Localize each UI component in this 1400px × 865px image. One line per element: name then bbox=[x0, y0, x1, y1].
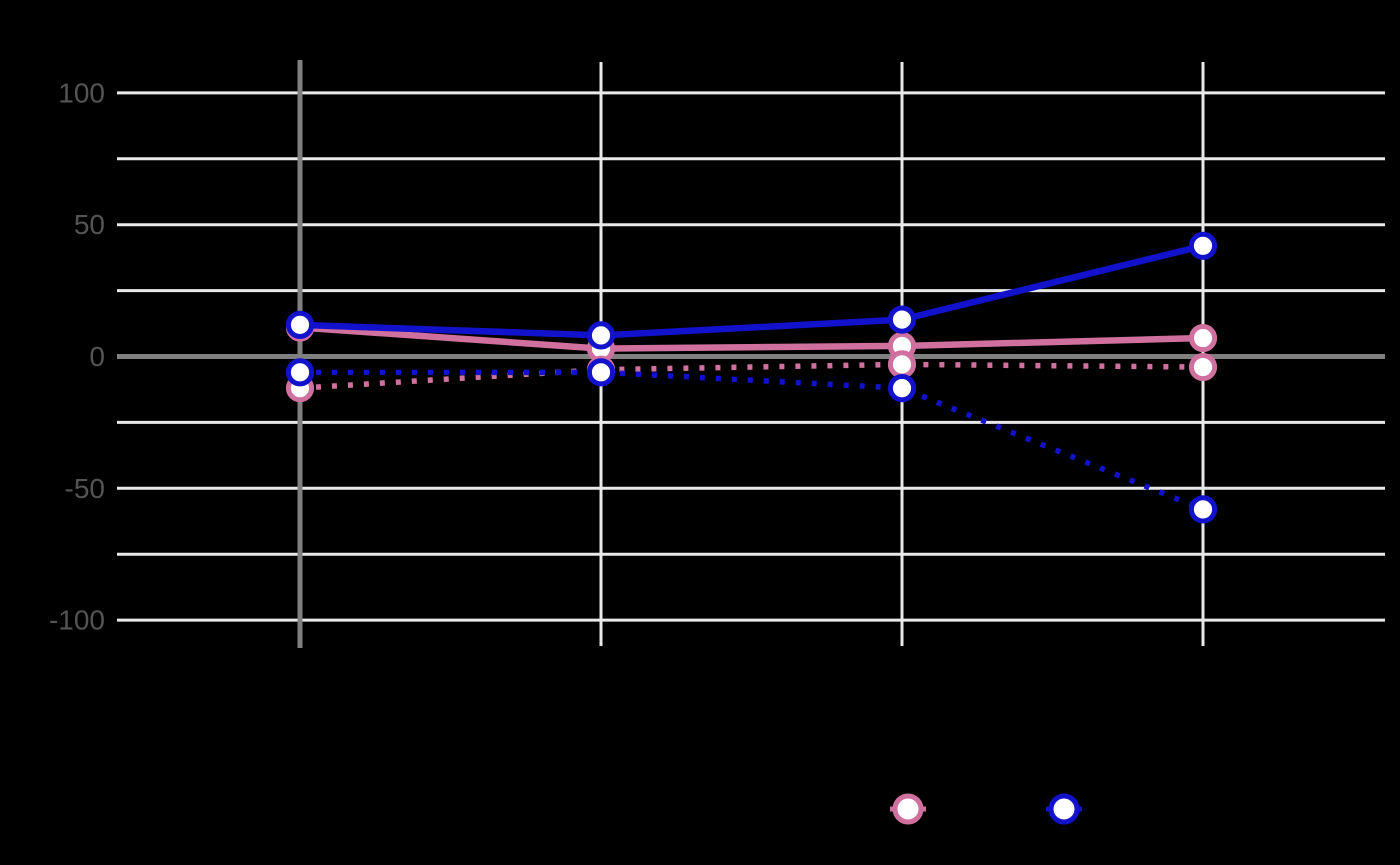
data-point-marker-blue-solid bbox=[887, 305, 917, 334]
horizontal-gridlines bbox=[117, 91, 1385, 622]
data-point-marker-blue-dotted bbox=[586, 358, 616, 387]
series-blue-dotted bbox=[285, 358, 1218, 524]
series-blue-solid bbox=[285, 231, 1218, 350]
y-tick-label: 0 bbox=[89, 341, 105, 372]
series-line-pink-dotted bbox=[299, 361, 1204, 391]
data-series bbox=[285, 231, 1218, 524]
data-point-marker-blue-solid bbox=[586, 321, 616, 350]
data-point-marker-pink-dotted bbox=[887, 350, 917, 379]
data-point-marker-blue-dotted bbox=[887, 374, 917, 403]
legend-item-blue-series[interactable] bbox=[1046, 793, 1082, 825]
zero-lines bbox=[117, 60, 1385, 648]
data-point-marker-blue-solid bbox=[285, 310, 315, 339]
y-tick-label: 100 bbox=[58, 77, 105, 108]
series-line-blue-dotted bbox=[300, 369, 1205, 512]
legend-marker-icon bbox=[892, 793, 924, 825]
data-point-marker-blue-solid bbox=[1188, 231, 1218, 260]
series-line-pink-solid bbox=[296, 324, 1207, 352]
legend-item-pink-series[interactable] bbox=[890, 793, 926, 825]
y-tick-label: -100 bbox=[49, 605, 105, 636]
series-line-blue-solid bbox=[296, 242, 1207, 339]
y-tick-label: -50 bbox=[65, 473, 105, 504]
data-point-marker-blue-dotted bbox=[285, 358, 315, 387]
data-point-marker-pink-solid bbox=[1188, 323, 1218, 353]
y-axis-tick-labels: 100 50 0 -50 -100 bbox=[49, 77, 105, 635]
legend[interactable] bbox=[890, 793, 1082, 825]
data-point-marker-pink-dotted bbox=[1188, 352, 1218, 382]
y-tick-label: 50 bbox=[74, 209, 105, 240]
data-point-marker-blue-dotted bbox=[1188, 495, 1218, 524]
legend-marker-icon bbox=[1048, 793, 1080, 825]
